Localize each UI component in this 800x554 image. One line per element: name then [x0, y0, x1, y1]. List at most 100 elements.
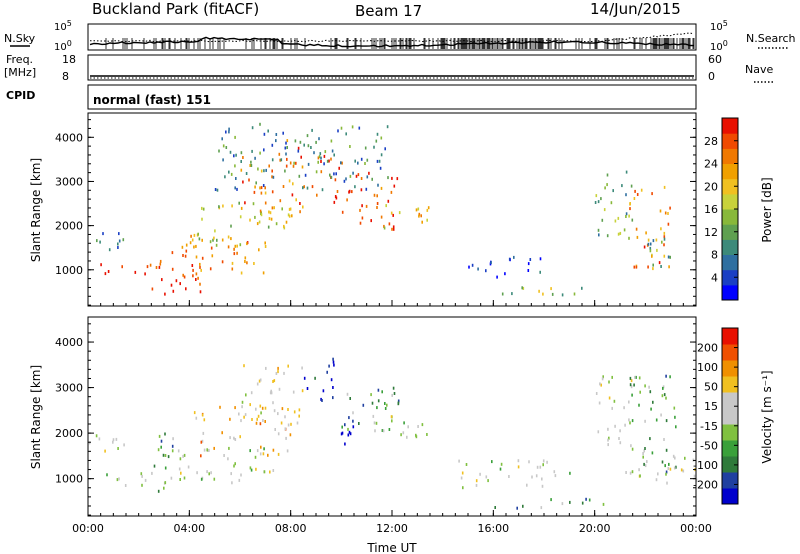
data-cell — [227, 235, 230, 239]
data-cell — [625, 471, 627, 474]
data-cell — [521, 286, 523, 290]
data-cell — [243, 364, 245, 368]
data-cell — [330, 139, 333, 143]
data-cell — [581, 501, 584, 505]
data-cell — [391, 393, 393, 397]
data-cell — [384, 402, 386, 405]
data-cell — [614, 219, 617, 223]
data-cell — [461, 471, 464, 475]
data-cell — [341, 431, 344, 435]
colorbar-tick-label: 16 — [704, 203, 718, 216]
data-cell — [630, 379, 633, 383]
colorbar-swatch — [722, 133, 738, 149]
data-cell — [360, 188, 363, 192]
data-cell — [211, 254, 214, 258]
data-cell — [646, 460, 648, 464]
data-cell — [323, 162, 325, 166]
data-cell — [134, 270, 137, 274]
data-cell — [588, 498, 591, 502]
data-cell — [608, 436, 610, 440]
data-cell — [485, 475, 488, 479]
data-cell — [192, 268, 194, 272]
data-cell — [260, 186, 263, 190]
data-cell — [278, 387, 281, 391]
data-cell — [264, 241, 266, 245]
y-tick-label: 2000 — [55, 220, 83, 233]
data-cell — [270, 217, 273, 221]
data-cell — [222, 204, 224, 208]
data-cell — [598, 233, 600, 237]
data-cell — [258, 220, 261, 224]
data-cell — [315, 140, 317, 144]
data-cell — [159, 262, 162, 266]
data-cell — [561, 293, 564, 297]
data-cell — [625, 212, 628, 216]
data-cell — [234, 186, 236, 190]
data-cell — [491, 460, 493, 464]
data-cell — [199, 265, 201, 269]
data-cell — [234, 406, 236, 410]
date-label: 14/Jun/2015 — [590, 0, 681, 18]
data-cell — [550, 287, 552, 291]
data-cell — [326, 370, 328, 374]
data-cell — [260, 211, 262, 215]
data-cell — [366, 175, 369, 179]
data-cell — [179, 457, 182, 461]
data-cell — [617, 232, 620, 236]
colorbar-swatch — [722, 408, 738, 425]
data-cell — [144, 478, 147, 482]
data-cell — [277, 432, 280, 436]
data-cell — [149, 263, 152, 267]
data-cell — [281, 407, 284, 411]
data-cell — [283, 224, 285, 228]
data-cell — [380, 215, 383, 219]
data-cell — [341, 161, 343, 165]
data-cell — [334, 195, 337, 198]
data-cell — [629, 471, 632, 475]
data-cell — [182, 273, 184, 277]
data-cell — [630, 385, 633, 389]
data-cell — [291, 214, 293, 218]
data-cell — [259, 151, 261, 155]
data-cell — [536, 465, 539, 469]
data-cell — [636, 235, 639, 239]
data-cell — [659, 209, 662, 213]
data-cell — [252, 202, 255, 206]
data-cell — [265, 366, 267, 370]
data-cell — [332, 396, 334, 400]
data-cell — [172, 437, 174, 441]
data-cell — [171, 251, 174, 255]
data-cell — [680, 468, 683, 472]
data-cell — [673, 466, 676, 470]
data-cell — [213, 477, 216, 481]
data-cell — [213, 446, 215, 450]
data-cell — [600, 383, 602, 387]
data-cell — [251, 126, 254, 130]
data-cell — [231, 204, 233, 208]
data-cell — [164, 466, 167, 470]
data-cell — [192, 274, 194, 278]
data-cell — [271, 206, 274, 210]
data-cell — [426, 433, 428, 436]
data-cell — [376, 159, 379, 163]
data-cell — [349, 174, 352, 178]
data-cell — [370, 393, 372, 397]
data-cell — [607, 427, 609, 431]
data-cell — [179, 282, 181, 286]
data-cell — [287, 423, 290, 427]
data-cell — [208, 448, 210, 452]
colorbar-swatch — [722, 254, 738, 271]
data-cell — [234, 438, 237, 441]
data-cell — [280, 158, 283, 162]
data-cell — [490, 261, 492, 265]
data-cell — [661, 240, 663, 244]
data-cell — [191, 238, 194, 242]
nave-tick-high: 60 — [708, 53, 722, 66]
data-cell — [320, 160, 322, 163]
data-cell — [561, 502, 564, 506]
colorbar-swatch — [722, 239, 738, 255]
data-cell — [317, 156, 320, 160]
data-cell — [306, 387, 309, 390]
data-cell — [265, 168, 267, 172]
colorbar-swatch — [722, 328, 738, 345]
